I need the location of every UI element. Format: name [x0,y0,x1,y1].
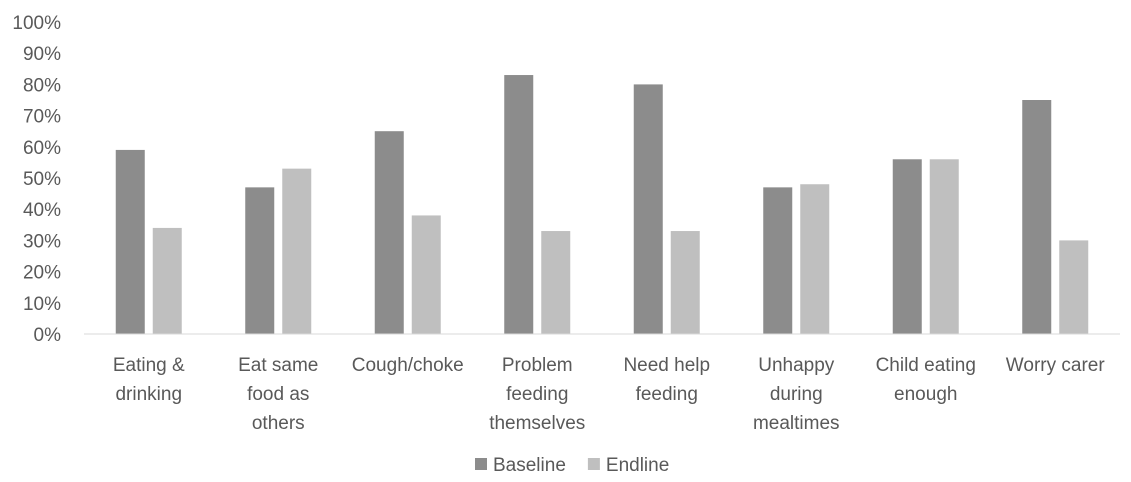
x-category-label: during [770,384,823,405]
x-category-label: Eating & [113,355,185,376]
bars [115,75,1089,335]
bar-baseline [892,159,922,334]
x-category-label: Child eating [876,355,976,376]
x-category-label: feeding [636,384,698,405]
y-tick-label: 20% [23,263,61,284]
y-tick-label: 60% [23,138,61,159]
bar-baseline [115,149,145,334]
legend-swatch-baseline [475,458,487,470]
x-category-label: Eat same [238,355,318,376]
bar-endline [541,231,571,334]
x-category-label: Unhappy [758,355,835,376]
x-category-label: enough [894,384,957,405]
y-tick-label: 40% [23,200,61,221]
y-tick-label: 80% [23,75,61,96]
bar-baseline [763,187,793,334]
bar-baseline [1022,100,1052,334]
legend: Baseline Endline [475,455,669,476]
x-category-label: Cough/choke [352,355,464,376]
y-tick-label: 100% [12,13,61,34]
legend-label-endline: Endline [606,455,669,476]
x-category-label: mealtimes [753,413,840,434]
y-axis: 0% 10% 20% 30% 40% 50% 60% 70% 80% 90% 100% [12,13,61,346]
x-category-label: themselves [489,413,585,434]
y-tick-label: 0% [34,325,62,346]
bar-endline [670,231,700,334]
bar-baseline [633,84,663,335]
bar-endline [152,227,182,334]
bar-endline [800,184,830,334]
x-category-label: others [252,413,305,434]
bar-endline [1059,240,1089,334]
bar-endline [282,168,312,334]
x-category-label: feeding [506,384,568,405]
bar-baseline [245,187,275,334]
x-category-label: Need help [623,355,710,376]
x-category-label: Worry carer [1006,355,1106,376]
x-axis-labels: Eating & drinking Eat same food as others Cou… [113,355,1106,434]
legend-label-baseline: Baseline [493,455,566,476]
bar-endline [929,159,959,334]
legend-swatch-endline [587,458,600,470]
y-tick-label: 30% [23,231,61,252]
y-tick-label: 50% [23,169,61,190]
y-tick-label: 10% [23,294,61,315]
x-category-label: food as [247,384,309,405]
bar-baseline [504,75,534,334]
bar-endline [411,215,441,334]
x-category-label: drinking [115,384,182,405]
x-category-label: Problem [502,355,573,376]
y-tick-label: 70% [23,107,61,128]
y-tick-label: 90% [23,44,61,65]
bar-baseline [374,131,404,334]
